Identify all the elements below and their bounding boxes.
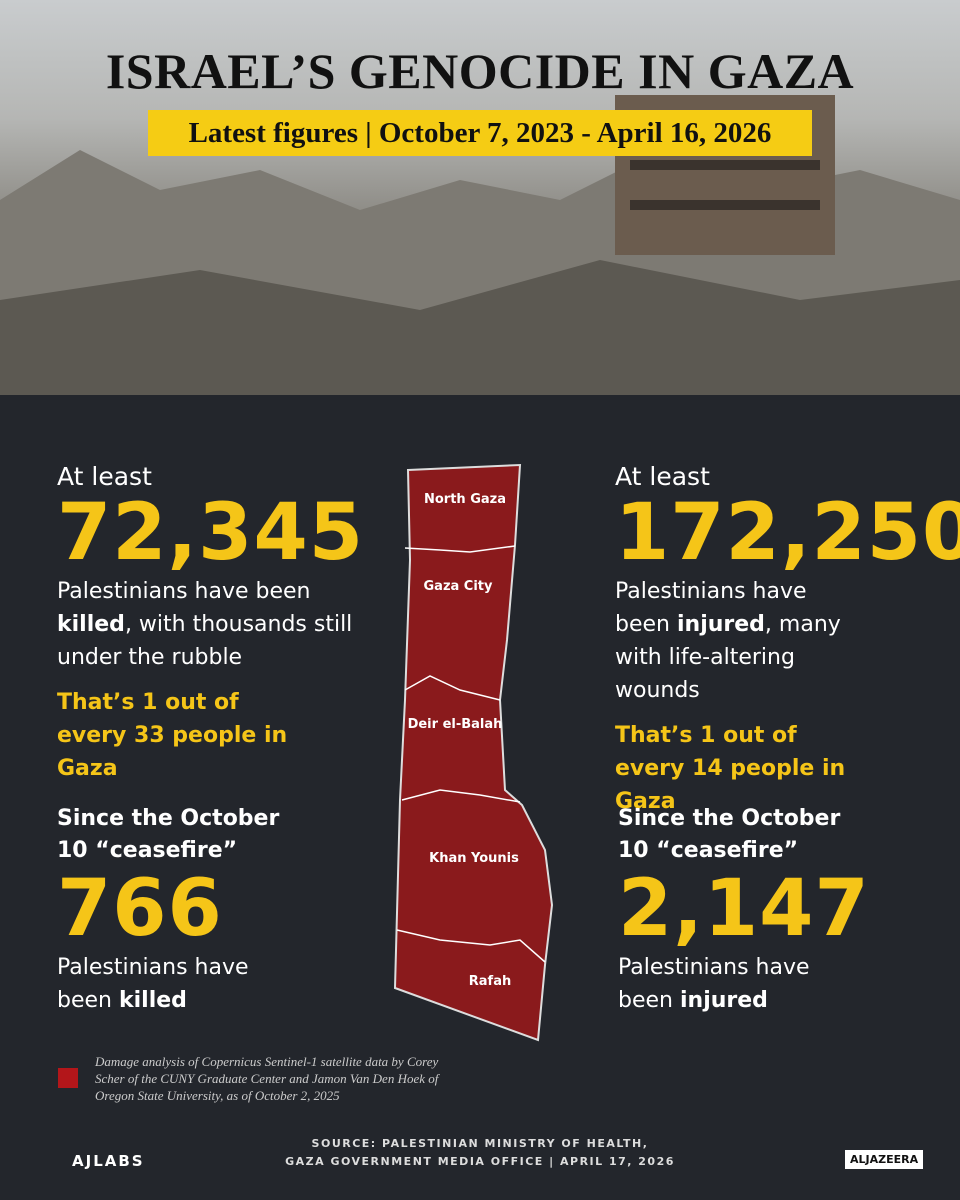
injured-block: At least 172,250 Palestinians have been … [615,462,960,818]
text-bold: killed [118,988,187,1013]
region-border [396,929,546,963]
text-bold: injured [676,612,765,637]
text: Palestinians have been [615,579,807,637]
ratio: That’s 1 out of every 14 people in Gaza [615,723,846,814]
source-line: GAZA GOVERNMENT MEDIA OFFICE | APRIL 17,… [285,1155,675,1168]
rubble [0,260,960,395]
legend-text: Damage analysis of Copernicus Sentinel-1… [95,1054,439,1103]
description: Palestinians have been killed [57,951,257,1017]
figure: 2,147 [618,864,870,954]
source: SOURCE: PALESTINIAN MINISTRY OF HEALTH, … [260,1135,700,1171]
description: Palestinians have been injured [618,951,818,1017]
subtitle: Latest figures | October 7, 2023 - April… [148,110,812,156]
map-label: Gaza City [424,579,494,594]
description: Palestinians have been injured, many wit… [615,575,865,707]
killed-block: At least 72,345 Palestinians have been k… [57,462,387,785]
text-bold: killed [57,612,125,637]
figure: 72,345 [57,488,364,578]
map-label: Deir el-Balah [408,717,503,732]
text: Palestinians have been [618,955,810,1013]
lead: At least [615,462,710,491]
figure: 766 [57,864,223,954]
legend-swatch [58,1068,78,1088]
ajlabs-logo: AJLABS [72,1152,145,1170]
rubble-illustration [0,95,960,395]
lead: At least [57,462,152,491]
description: Palestinians have been killed, with thou… [57,575,387,674]
map-label: Khan Younis [429,851,519,866]
figure: 172,250 [615,488,960,578]
map-label: North Gaza [424,492,506,507]
region-border [401,789,521,803]
building-floor [630,160,820,170]
building-floor [630,200,820,210]
aljazeera-logo: ALJAZEERA [845,1150,924,1169]
text: Palestinians have been [57,579,311,604]
ratio: That’s 1 out of every 33 people in Gaza [57,690,288,781]
text: Palestinians have been [57,955,249,1013]
map-label: Rafah [469,974,511,989]
region-border [404,545,516,553]
text: , many with life-altering wounds [615,612,841,703]
text-bold: injured [679,988,768,1013]
heading: Since the October 10 “ceasefire” [618,806,841,863]
source-line: SOURCE: PALESTINIAN MINISTRY OF HEALTH, [311,1137,649,1150]
text: , with thousands still under the rubble [57,612,353,670]
title: ISRAEL’S GENOCIDE IN GAZA [105,43,855,99]
region-border [404,675,501,701]
header-photo [0,0,960,395]
since-killed-block: Since the October 10 “ceasefire” 766 Pal… [57,803,297,1017]
gaza-strip [393,463,554,1042]
heading: Since the October 10 “ceasefire” [57,806,280,863]
since-injured-block: Since the October 10 “ceasefire” 2,147 P… [618,803,870,1017]
